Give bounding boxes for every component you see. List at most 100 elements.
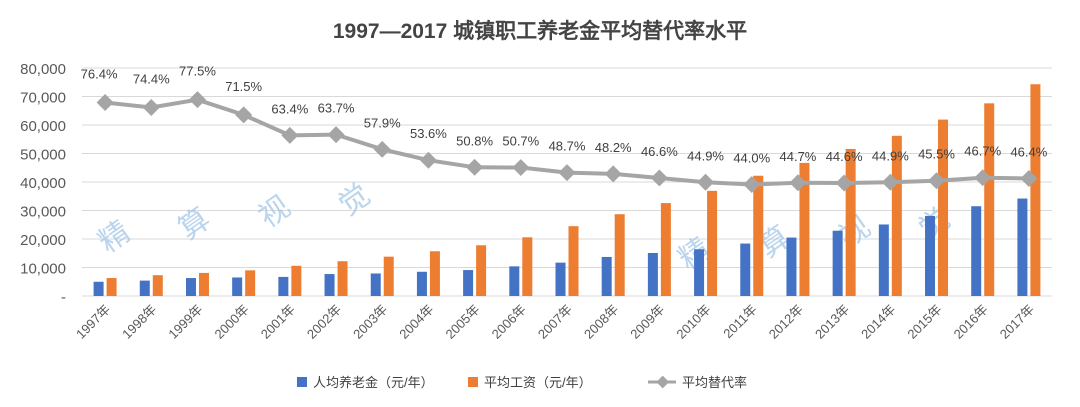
wage-bar [845,148,856,296]
x-tick-label: 1997年 [73,302,113,342]
pension-bar [878,224,889,296]
pension-bar [463,270,474,296]
rate-point [604,165,622,183]
rate-data-label: 63.7% [318,101,355,116]
pension-bar [832,230,843,296]
pension-bar [370,273,381,296]
pension-bar [509,266,520,296]
x-tick-label: 2010年 [673,302,713,342]
pension-bar [555,262,566,296]
x-tick-label: 1998年 [119,302,159,342]
rate-data-label: 45.5% [918,147,955,162]
rate-point [743,176,761,194]
pension-bar [740,243,751,296]
pension-bar [232,277,243,296]
rate-data-label: 50.7% [502,134,539,149]
pension-bar [971,206,982,296]
gridlines [82,67,1052,297]
rate-point [188,91,206,109]
rate-point [650,169,668,187]
legend-label: 平均替代率 [682,375,747,390]
wage-bar [568,226,579,296]
rate-point [235,106,253,124]
x-tick-label: 2005年 [442,302,482,342]
rate-data-label: 44.6% [826,149,863,164]
rate-point [281,126,299,144]
pension-bar [139,280,150,296]
rate-point [881,173,899,191]
rate-point [96,93,114,111]
y-tick-label: 70,000 [20,90,66,107]
rate-data-label: 57.9% [364,115,401,130]
x-tick-label: 2002年 [304,302,344,342]
x-tick-label: 2015年 [904,302,944,342]
x-tick-label: 2013年 [812,302,852,342]
wage-bar [429,251,440,296]
rate-point [512,159,530,177]
bars [93,84,1041,297]
x-tick-label: 2011年 [720,302,760,342]
y-tick-label: 40,000 [20,175,66,192]
wage-bar [337,261,348,296]
legend-swatch [297,377,307,387]
rate-data-label: 53.6% [410,126,447,141]
x-tick-label: 1999年 [165,302,205,342]
y-tick-label: 50,000 [20,147,66,164]
legend-swatch [468,377,478,387]
rate-data-label: 77.5% [179,64,216,79]
watermark-char: 视 [253,190,297,234]
watermark-char: 算 [173,202,217,246]
wage-bar [198,272,209,296]
y-tick-label: 60,000 [20,118,66,135]
pension-bar [93,281,104,296]
legend-label: 平均工资（元/年） [484,375,592,390]
y-tick-label: - [61,289,66,306]
rate-data-label: 76.4% [81,66,118,81]
x-tick-label: 2003年 [350,302,390,342]
y-tick-label: 10,000 [20,261,66,278]
rate-point [142,99,160,117]
y-axis: - 10,000 20,000 30,000 40,000 50,000 60,000 70,… [20,61,66,306]
wage-bar [522,237,533,296]
rate-point [789,174,807,192]
rate-data-label: 50.8% [456,133,493,148]
pension-bar [416,271,427,296]
rate-point [835,174,853,192]
pension-bar [185,278,196,296]
y-tick-label: 30,000 [20,204,66,221]
wage-bar [106,278,117,296]
y-tick-label: 80,000 [20,61,66,78]
rate-point [466,158,484,176]
wage-bar [660,203,671,296]
pension-bar [1017,198,1028,296]
wage-bar [984,103,995,296]
rate-data-label: 63.4% [271,101,308,116]
wage-bar [476,245,487,296]
wage-bar [707,190,718,296]
rate-data-label: 48.2% [595,140,632,155]
wage-bar [245,270,256,296]
x-tick-label: 2001年 [258,302,298,342]
rate-data-label: 46.7% [964,144,1001,159]
rate-data-label: 44.9% [687,148,724,163]
rate-data-label: 74.4% [133,72,170,87]
watermark-char: 觉 [333,178,377,222]
rate-point [928,172,946,190]
rate-data-label: 44.7% [780,149,817,164]
chart-title: 1997—2017 城镇职工养老金平均替代率水平 [333,19,747,43]
wage-bar [383,256,394,296]
x-tick-label: 2016年 [951,302,991,342]
watermark-char: 精 [93,215,137,259]
x-tick-label: 2012年 [766,302,806,342]
wage-bar [291,265,302,296]
x-axis: 1997年 1998年 1999年 2000年 2001年 2002年 2003年 2004年… [73,302,1037,342]
rate-point [974,169,992,187]
wage-bar [891,135,902,296]
pension-bar [278,276,289,296]
wage-bar [614,214,625,296]
x-tick-label: 2000年 [212,302,252,342]
wage-bar [152,275,163,296]
wage-bar [799,162,810,296]
rate-data-label: 46.4% [1010,144,1047,159]
